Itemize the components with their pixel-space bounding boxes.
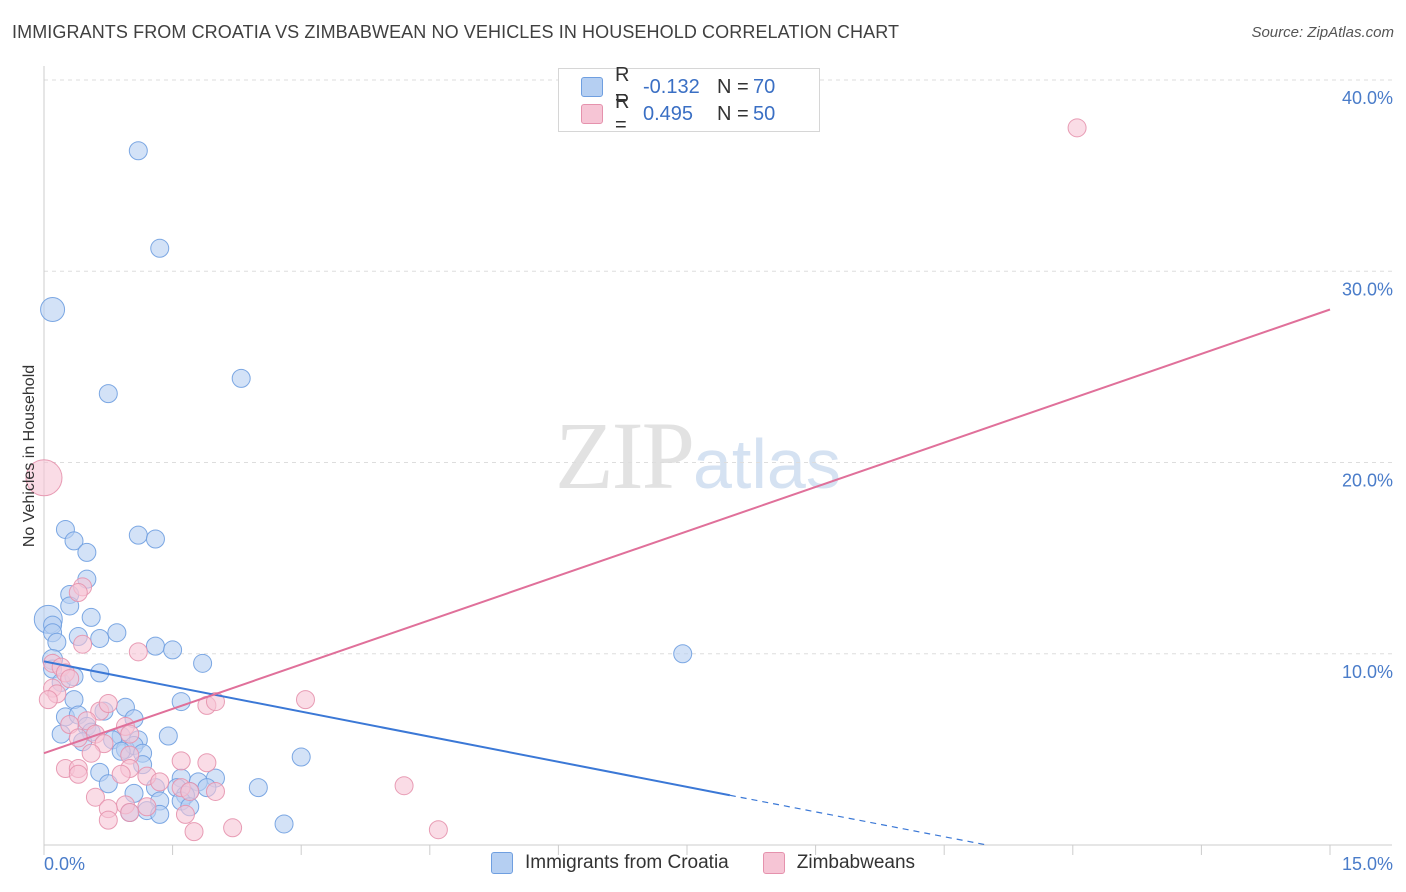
y-tick-label: 20.0% (1342, 471, 1393, 491)
source-label: Source: ZipAtlas.com (1251, 24, 1394, 41)
croatia-point (98, 774, 118, 794)
legend-row-zimbabwe: R = 0.495 N = 50 (581, 91, 776, 136)
croatia-point (81, 607, 101, 627)
zimbabwe-point (73, 634, 93, 654)
zimbabwe-point (428, 820, 448, 840)
croatia-point (291, 747, 311, 767)
croatia-point (145, 636, 165, 656)
zimbabwe-point (81, 743, 101, 763)
zimbabwe-point (68, 583, 88, 603)
legend-r-value: 0.495 (643, 102, 694, 125)
zimbabwe-point (120, 724, 140, 744)
legend-n-label: N = (717, 75, 749, 98)
croatia-point (107, 623, 127, 643)
legend-r-label: R = (615, 64, 630, 109)
legend-item-croatia[interactable]: Immigrants from Croatia (490, 852, 729, 874)
legend-label-croatia: Immigrants from Croatia (524, 852, 729, 873)
legend-r-value: -0.132 (643, 75, 700, 98)
zimbabwe-point (98, 693, 118, 713)
zimbabwe-point (394, 776, 414, 796)
x-tick-label: 0.0% (44, 854, 85, 874)
zimbabwe-point (205, 781, 225, 801)
zimbabwe-point (175, 804, 195, 824)
grid-lines (44, 79, 1392, 655)
croatia-point (47, 632, 67, 652)
zimbabwe-point (150, 772, 170, 792)
zimbabwe-point (180, 781, 200, 801)
croatia-point (40, 297, 66, 322)
croatia-point (77, 542, 97, 562)
zimbabwe-point (137, 797, 157, 817)
zimbabwe-point (171, 751, 191, 771)
legend-swatch-zimbabwe (762, 852, 785, 874)
legend-r-label: R = (615, 91, 630, 136)
zimbabwe-point (120, 802, 140, 822)
y-tick-label: 40.0% (1342, 88, 1393, 108)
croatia-point (163, 640, 183, 660)
croatia-point (128, 141, 148, 161)
croatia-point (231, 368, 251, 388)
zimbabwe-point (223, 818, 243, 838)
zimbabwe-point (85, 787, 105, 807)
zimbabwe-point (197, 753, 217, 773)
croatia-point (193, 653, 213, 673)
croatia-point (150, 238, 170, 258)
croatia-trend-line (43, 660, 731, 797)
croatia-point (158, 726, 178, 746)
zimbabwe-point (94, 734, 114, 754)
axes (43, 66, 1392, 855)
legend-label-zimbabwe: Zimbabweans (796, 852, 916, 873)
croatia-point (64, 531, 84, 551)
y-axis-label: No Vehicles in Household (21, 365, 38, 547)
croatia-point (90, 628, 110, 648)
croatia-point (248, 778, 268, 798)
chart-title: IMMIGRANTS FROM CROATIA VS ZIMBABWEAN NO… (12, 22, 900, 42)
trend-lines (43, 308, 1331, 846)
y-tick-label: 10.0% (1342, 662, 1393, 682)
croatia-trend-extension (729, 794, 988, 846)
zimbabwe-point (128, 642, 148, 662)
zimbabwe-point (184, 822, 204, 842)
croatia-point (128, 525, 148, 545)
y-tick-label: 30.0% (1342, 279, 1393, 299)
watermark-atlas: atlas (693, 425, 841, 503)
croatia-point (60, 596, 80, 616)
croatia-point (171, 692, 191, 712)
zimbabwe-point (98, 810, 118, 830)
zimbabwe-point (38, 690, 58, 710)
x-tick-label: 15.0% (1342, 854, 1393, 874)
zimbabwe-point (295, 690, 315, 710)
zimbabwe-point (205, 692, 225, 712)
croatia-point (145, 529, 165, 549)
series-zimbabwe-points (25, 118, 1087, 842)
legend-row-croatia: R = -0.132 N = 70 (581, 64, 776, 109)
zimbabwe-point (111, 764, 131, 784)
zimbabwe-point (60, 669, 80, 689)
series-legend: Immigrants from Croatia Zimbabweans (0, 852, 1406, 874)
legend-n-label: N = (717, 102, 749, 125)
legend-n-value: 50 (753, 102, 776, 125)
tick-labels: 10.0% 20.0% 30.0% 40.0% 0.0% 15.0% (44, 88, 1393, 874)
legend-swatch-zimbabwe (581, 104, 603, 124)
croatia-point (274, 814, 294, 834)
zimbabwe-point (68, 764, 88, 784)
legend-swatch-croatia (581, 77, 603, 97)
correlation-legend: R = -0.132 N = 70 R = 0.495 N = 50 (558, 64, 820, 136)
croatia-point (98, 384, 118, 404)
zimbabwe-point (25, 459, 63, 497)
legend-swatch-croatia (490, 852, 513, 874)
legend-n-value: 70 (753, 75, 776, 98)
legend-item-zimbabwe[interactable]: Zimbabweans (762, 852, 916, 874)
zimbabwe-point (60, 715, 80, 735)
croatia-point (673, 644, 693, 664)
zimbabwe-point (1067, 118, 1087, 138)
watermark: ZIPatlas (555, 400, 841, 511)
watermark-zip: ZIP (555, 402, 695, 509)
zimbabwe-trend-line (43, 308, 1331, 755)
